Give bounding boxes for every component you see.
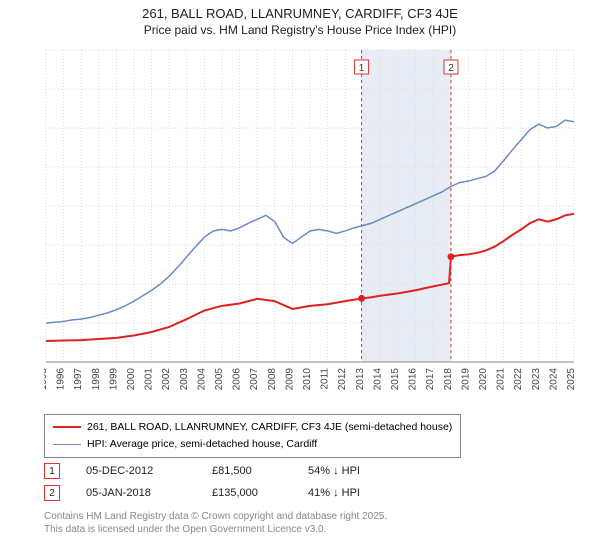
svg-text:1996: 1996 (56, 368, 67, 391)
svg-text:2008: 2008 (267, 368, 278, 391)
attribution-line2: This data is licensed under the Open Gov… (44, 523, 387, 536)
legend-row: HPI: Average price, semi-detached house,… (53, 436, 452, 453)
svg-text:2022: 2022 (513, 368, 524, 391)
event-row: 2 05-JAN-2018 £135,000 41% ↓ HPI (44, 482, 388, 504)
event-date: 05-DEC-2012 (86, 465, 186, 477)
chart-container: 261, BALL ROAD, LLANRUMNEY, CARDIFF, CF3… (0, 0, 600, 560)
attribution-line1: Contains HM Land Registry data © Crown c… (44, 510, 387, 523)
svg-text:2017: 2017 (425, 368, 436, 391)
event-price: £135,000 (212, 487, 282, 499)
svg-text:2003: 2003 (179, 368, 190, 391)
legend: 261, BALL ROAD, LLANRUMNEY, CARDIFF, CF3… (44, 414, 461, 458)
svg-text:2021: 2021 (496, 368, 507, 391)
svg-text:1995: 1995 (44, 368, 49, 391)
event-price: £81,500 (212, 465, 282, 477)
svg-text:2012: 2012 (337, 368, 348, 391)
svg-text:2024: 2024 (548, 368, 559, 391)
chart-title: 261, BALL ROAD, LLANRUMNEY, CARDIFF, CF3… (0, 0, 600, 23)
svg-text:1998: 1998 (91, 368, 102, 391)
svg-text:2015: 2015 (390, 368, 401, 391)
svg-text:2020: 2020 (478, 368, 489, 391)
svg-text:2018: 2018 (443, 368, 454, 391)
svg-text:2007: 2007 (249, 368, 260, 391)
svg-text:2005: 2005 (214, 368, 225, 391)
svg-text:2010: 2010 (302, 368, 313, 391)
event-marker: 2 (44, 485, 60, 501)
chart-svg: £0£50K£100K£150K£200K£250K£300K£350K£400… (44, 44, 584, 404)
svg-text:2006: 2006 (232, 368, 243, 391)
svg-text:2002: 2002 (161, 368, 172, 391)
attribution: Contains HM Land Registry data © Crown c… (44, 510, 387, 536)
svg-text:1: 1 (359, 63, 365, 74)
svg-text:2000: 2000 (126, 368, 137, 391)
svg-text:2016: 2016 (408, 368, 419, 391)
svg-text:1999: 1999 (108, 368, 119, 391)
legend-row: 261, BALL ROAD, LLANRUMNEY, CARDIFF, CF3… (53, 419, 452, 436)
svg-text:2011: 2011 (320, 368, 331, 390)
legend-swatch (53, 426, 81, 428)
svg-text:2: 2 (448, 63, 454, 74)
svg-text:2001: 2001 (144, 368, 155, 391)
svg-text:2019: 2019 (460, 368, 471, 391)
events-table: 1 05-DEC-2012 £81,500 54% ↓ HPI 2 05-JAN-2018… (44, 460, 388, 504)
svg-text:2025: 2025 (566, 368, 577, 391)
svg-text:2023: 2023 (531, 368, 542, 391)
svg-text:2014: 2014 (372, 368, 383, 391)
event-row: 1 05-DEC-2012 £81,500 54% ↓ HPI (44, 460, 388, 482)
legend-label: 261, BALL ROAD, LLANRUMNEY, CARDIFF, CF3… (87, 419, 452, 436)
svg-text:2009: 2009 (284, 368, 295, 391)
event-delta: 54% ↓ HPI (308, 465, 388, 477)
event-date: 05-JAN-2018 (86, 487, 186, 499)
svg-text:2004: 2004 (196, 368, 207, 391)
svg-text:1997: 1997 (73, 368, 84, 391)
event-delta: 41% ↓ HPI (308, 487, 388, 499)
svg-text:2013: 2013 (355, 368, 366, 391)
event-marker: 1 (44, 463, 60, 479)
legend-label: HPI: Average price, semi-detached house,… (87, 436, 317, 453)
chart-subtitle: Price paid vs. HM Land Registry's House … (0, 23, 600, 39)
legend-swatch (53, 444, 81, 445)
